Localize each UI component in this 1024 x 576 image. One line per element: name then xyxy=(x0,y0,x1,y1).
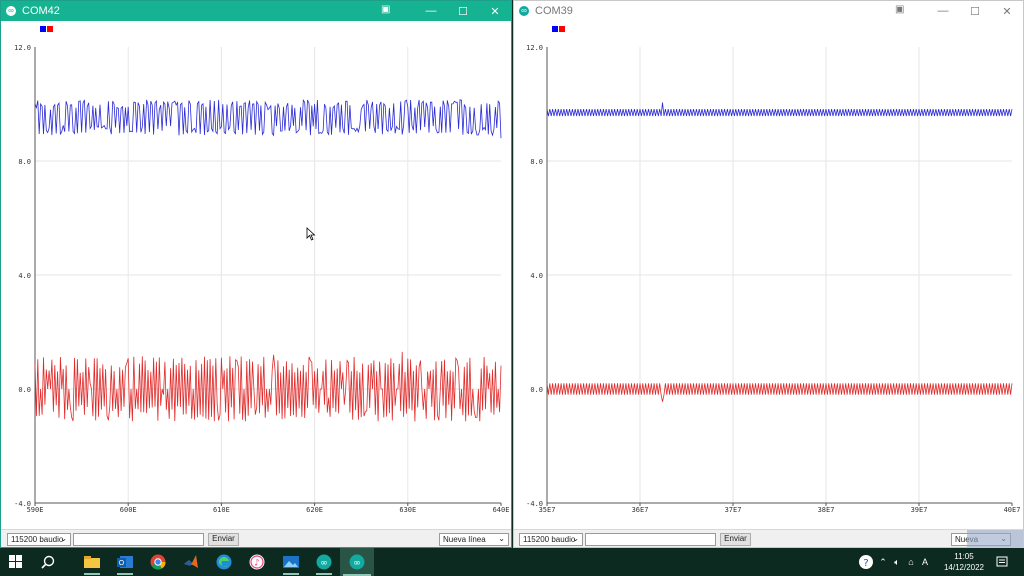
search-icon[interactable] xyxy=(37,552,59,572)
running-indicator xyxy=(84,573,100,575)
network-icon[interactable]: ⌂ xyxy=(908,557,914,567)
mouse-cursor-icon xyxy=(306,227,316,241)
series-line-red xyxy=(546,383,1013,402)
legend xyxy=(552,26,565,32)
x-tick-label: 40E7 xyxy=(1004,506,1021,514)
volume-icon[interactable]: 🔈︎ xyxy=(894,556,900,567)
y-tick-label: -4.0 xyxy=(14,500,31,508)
language-icon[interactable]: A xyxy=(921,557,928,567)
title-bar[interactable]: COM42 ▣ — ☐ ✕ xyxy=(1,1,511,21)
windows-start-icon[interactable] xyxy=(5,552,27,572)
pin-icon[interactable]: ▣ xyxy=(895,4,905,15)
send-button[interactable]: Enviar xyxy=(208,533,239,546)
x-tick-label: 590E xyxy=(27,506,44,514)
y-tick-label: 0.0 xyxy=(530,386,543,394)
photos-icon[interactable] xyxy=(280,552,302,575)
window-title: COM39 xyxy=(535,5,573,17)
plot-area: 590E 600E 610E 620E 630E 640E 12.0 8.0 4.0 0.0 -4.… xyxy=(14,44,510,514)
x-tick-label: 630E xyxy=(399,506,416,514)
chrome-icon[interactable] xyxy=(147,552,169,572)
y-tick-label: 4.0 xyxy=(18,272,31,280)
legend-swatch-blue xyxy=(552,26,558,32)
arduino-icon xyxy=(6,4,16,18)
y-tick-label: 4.0 xyxy=(530,272,543,280)
pin-icon[interactable]: ▣ xyxy=(381,4,391,15)
title-bar[interactable]: COM39 ▣ — ☐ ✕ xyxy=(514,1,1023,21)
maximize-button[interactable]: ☐ xyxy=(458,5,468,18)
y-tick-label: 12.0 xyxy=(526,44,543,52)
close-button[interactable]: ✕ xyxy=(490,5,500,18)
y-tick-label: 12.0 xyxy=(14,44,31,52)
serial-input[interactable] xyxy=(585,533,716,546)
series-line-blue xyxy=(546,102,1013,117)
itunes-icon[interactable]: ♪ xyxy=(246,552,268,572)
plot-area: 35E7 36E7 37E7 38E7 39E7 40E7 12.0 8.0 4.0 0.0 -4.… xyxy=(526,44,1021,514)
series-line-blue xyxy=(34,98,502,139)
line-ending-value: Nueva xyxy=(955,535,978,544)
baud-rate-select[interactable]: 115200 baudio ⌄ xyxy=(7,533,71,546)
legend-swatch-blue xyxy=(40,26,46,32)
taskbar: O ♪ ∞ ∞ ? ⌃ 🔈︎ ⌂ A 11:05 14/12/2022 xyxy=(0,548,1024,576)
running-indicator xyxy=(316,573,332,575)
svg-text:♪: ♪ xyxy=(254,559,260,569)
x-tick-label: 620E xyxy=(306,506,323,514)
line-ending-value: Nueva línea xyxy=(443,535,486,544)
x-tick-label: 640E xyxy=(493,506,510,514)
y-tick-label: -4.0 xyxy=(526,500,543,508)
x-tick-label: 37E7 xyxy=(725,506,742,514)
x-tick-label: 610E xyxy=(213,506,230,514)
help-icon[interactable]: ? xyxy=(856,548,876,576)
file-explorer-icon[interactable] xyxy=(81,552,103,575)
minimize-button[interactable]: — xyxy=(937,5,949,17)
outlook-icon[interactable]: O xyxy=(114,552,136,575)
chevron-down-icon: ⌄ xyxy=(60,534,67,543)
bottom-toolbar: 115200 baudio ⌄ Enviar Nueva línea ⌄ xyxy=(1,529,511,547)
x-tick-label: 36E7 xyxy=(632,506,649,514)
matlab-icon[interactable] xyxy=(180,552,202,572)
x-tick-label: 35E7 xyxy=(539,506,556,514)
legend-swatch-red xyxy=(47,26,53,32)
running-indicator xyxy=(343,574,371,576)
svg-text:?: ? xyxy=(863,558,868,569)
edge-icon[interactable] xyxy=(213,552,235,572)
baud-rate-value: 115200 baudio xyxy=(11,535,64,544)
svg-text:∞: ∞ xyxy=(353,559,361,569)
running-indicator xyxy=(117,573,133,575)
serial-plotter-window-com39: COM39 ▣ — ☐ ✕ 35E7 36E7 37E7 38E7 39E7 40E7 12… xyxy=(513,0,1024,548)
serial-input[interactable] xyxy=(73,533,204,546)
notification-overlay xyxy=(967,530,1023,547)
arduino-icon[interactable]: ∞ xyxy=(313,552,335,575)
notifications-icon[interactable] xyxy=(994,548,1010,576)
y-tick-label: 8.0 xyxy=(18,158,31,166)
running-indicator xyxy=(283,573,299,575)
svg-text:O: O xyxy=(119,560,125,567)
arduino-icon xyxy=(519,4,529,18)
serial-plotter-window-com42: COM42 ▣ — ☐ ✕ 590E 600E 610E 620E 630E 640E 12… xyxy=(0,0,512,548)
window-title: COM42 xyxy=(22,5,60,17)
x-tick-label: 38E7 xyxy=(818,506,835,514)
close-button[interactable]: ✕ xyxy=(1002,5,1012,18)
y-tick-label: 8.0 xyxy=(530,158,543,166)
maximize-button[interactable]: ☐ xyxy=(970,5,980,18)
arduino-active-icon[interactable]: ∞ xyxy=(340,548,374,576)
series-line-red xyxy=(34,351,502,422)
baud-rate-select[interactable]: 115200 baudio ⌄ xyxy=(519,533,583,546)
send-button[interactable]: Enviar xyxy=(720,533,751,546)
x-tick-label: 600E xyxy=(120,506,137,514)
chevron-up-icon[interactable]: ⌃ xyxy=(879,556,887,567)
x-tick-label: 39E7 xyxy=(911,506,928,514)
y-tick-label: 0.0 xyxy=(18,386,31,394)
legend-swatch-red xyxy=(559,26,565,32)
line-ending-select[interactable]: Nueva línea ⌄ xyxy=(439,533,509,546)
clock-time: 11:05 xyxy=(954,552,974,561)
chevron-down-icon: ⌄ xyxy=(498,534,505,543)
svg-text:∞: ∞ xyxy=(320,559,328,569)
clock[interactable]: 11:05 14/12/2022 xyxy=(936,551,992,573)
baud-rate-value: 115200 baudio xyxy=(523,535,576,544)
chevron-down-icon: ⌄ xyxy=(572,534,579,543)
legend xyxy=(40,26,53,32)
minimize-button[interactable]: — xyxy=(425,5,437,17)
clock-date: 14/12/2022 xyxy=(943,563,985,572)
bottom-toolbar: 115200 baudio⌄ Enviar Nueva ⌄ xyxy=(514,529,1023,547)
